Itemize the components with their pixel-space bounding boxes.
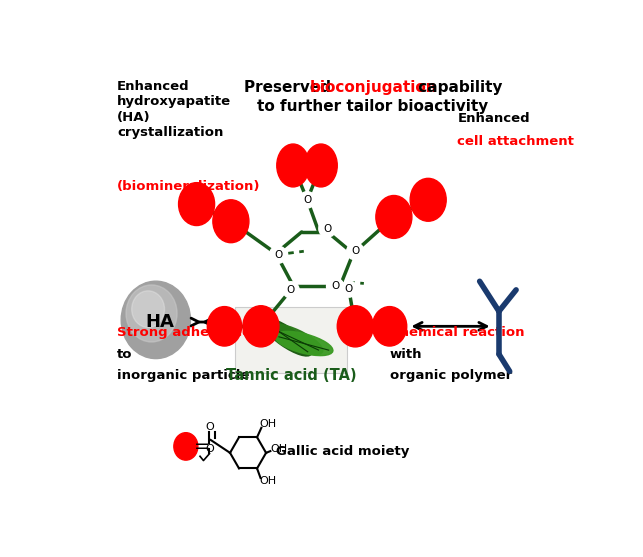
Text: bioconjugation: bioconjugation: [309, 80, 437, 95]
Text: Chemical reaction: Chemical reaction: [390, 326, 524, 339]
Text: O: O: [205, 443, 214, 453]
Ellipse shape: [276, 144, 309, 187]
Text: Strong adherence: Strong adherence: [117, 326, 251, 339]
Text: (biomineralization): (biomineralization): [117, 180, 261, 193]
Text: Enhanced
hydroxyapatite
(HA)
crystallization: Enhanced hydroxyapatite (HA) crystalliza…: [117, 80, 231, 139]
Text: Tannic acid (TA): Tannic acid (TA): [226, 368, 356, 383]
Ellipse shape: [121, 281, 190, 359]
Text: O: O: [274, 250, 282, 260]
Ellipse shape: [372, 306, 407, 346]
Ellipse shape: [275, 331, 333, 355]
Ellipse shape: [376, 196, 412, 238]
Circle shape: [341, 281, 357, 297]
Ellipse shape: [207, 306, 242, 346]
Text: O: O: [205, 422, 214, 432]
Text: to: to: [117, 348, 132, 361]
Text: cell attachment: cell attachment: [457, 135, 574, 149]
Text: OH: OH: [259, 476, 276, 486]
Text: O: O: [323, 223, 332, 233]
Text: OH: OH: [259, 419, 276, 429]
Text: O: O: [303, 195, 311, 205]
Text: O: O: [351, 246, 359, 256]
Circle shape: [283, 282, 299, 298]
Text: OH: OH: [270, 444, 287, 455]
Text: capability: capability: [413, 80, 503, 95]
Text: with: with: [390, 348, 422, 361]
Circle shape: [347, 243, 364, 260]
Ellipse shape: [132, 291, 165, 328]
Ellipse shape: [267, 324, 323, 355]
Ellipse shape: [262, 318, 312, 356]
Text: inorganic particle: inorganic particle: [117, 369, 249, 382]
Text: O: O: [331, 281, 340, 291]
Text: =: =: [194, 437, 210, 456]
Text: Enhanced: Enhanced: [457, 112, 530, 125]
Circle shape: [319, 220, 336, 237]
Text: Gallic acid moiety: Gallic acid moiety: [276, 445, 410, 458]
Ellipse shape: [174, 433, 198, 460]
Ellipse shape: [305, 144, 338, 187]
Text: O: O: [345, 284, 353, 294]
Ellipse shape: [410, 178, 446, 221]
Circle shape: [269, 246, 287, 263]
Text: organic polymer: organic polymer: [390, 369, 512, 382]
Circle shape: [327, 278, 344, 295]
FancyBboxPatch shape: [235, 307, 347, 374]
Ellipse shape: [179, 183, 215, 226]
Text: HA: HA: [146, 313, 174, 331]
Circle shape: [299, 192, 315, 208]
Text: O: O: [287, 285, 295, 295]
Text: to further tailor bioactivity: to further tailor bioactivity: [257, 100, 488, 114]
Ellipse shape: [338, 306, 374, 347]
Text: Preserved: Preserved: [244, 80, 336, 95]
Ellipse shape: [243, 306, 279, 347]
Ellipse shape: [126, 285, 177, 342]
Ellipse shape: [213, 200, 249, 243]
